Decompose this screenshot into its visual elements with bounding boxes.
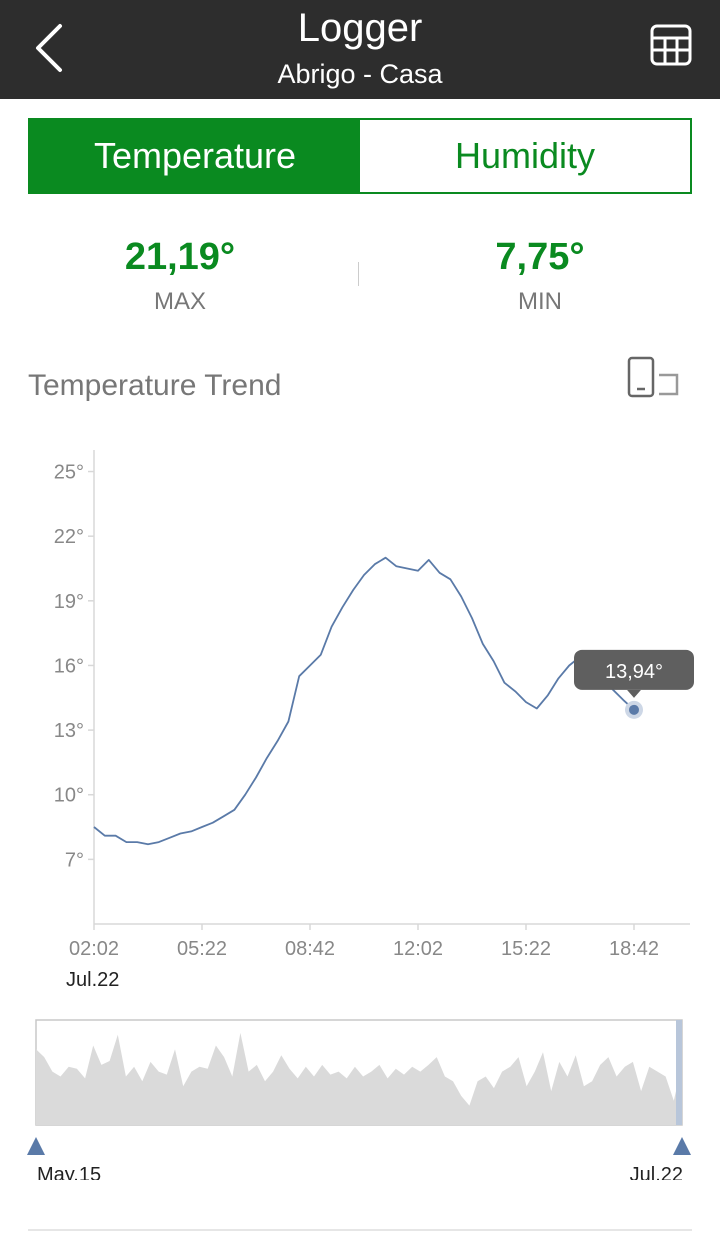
navigator-area (36, 1032, 682, 1125)
x-tick-label: 15:22 (501, 938, 551, 960)
tooltip-point[interactable] (629, 704, 639, 715)
navigator-selection[interactable] (676, 1020, 682, 1125)
min-label: MIN (518, 288, 562, 315)
tooltip-value: 13,94° (605, 661, 663, 683)
y-tick-label: 10° (54, 785, 84, 807)
tab-bar: Temperature Humidity (28, 118, 692, 194)
trend-title: Temperature Trend (28, 369, 282, 402)
min-value: 7,75° (495, 236, 585, 278)
min-stat: 7,75° MIN (390, 232, 690, 320)
temperature-chart: 25° 22° 19° 16° 13° 10° 7° 02:02 05:22 08:42 12:02… (54, 450, 694, 991)
navigator-right-handle[interactable] (673, 1137, 691, 1155)
page-subtitle: Abrigo - Casa (277, 59, 443, 89)
back-button[interactable] (28, 20, 72, 76)
y-tick-label: 25° (54, 462, 84, 484)
x-date-label: Jul.22 (66, 969, 119, 991)
x-tick-label: 12:02 (393, 938, 443, 960)
y-tick-label: 22° (54, 526, 84, 548)
max-stat: 21,19° MAX (30, 232, 330, 320)
y-tick-label: 19° (54, 591, 84, 613)
navigator-left-handle[interactable] (27, 1137, 45, 1155)
tab-temperature[interactable]: Temperature (30, 120, 360, 192)
app-header: Logger Abrigo - Casa (0, 0, 720, 99)
navigator-end-label: Jul.22 (630, 1164, 683, 1180)
y-tick-label: 16° (54, 655, 84, 677)
range-navigator[interactable]: May.15 Jul.22 (0, 1010, 720, 1180)
rotate-landscape-icon (627, 356, 679, 398)
tooltip-pointer (627, 689, 641, 698)
x-tick-label: 08:42 (285, 938, 335, 960)
temperature-series-line (93, 556, 635, 846)
page-title: Logger (297, 6, 423, 50)
tab-humidity[interactable]: Humidity (360, 120, 690, 192)
table-grid-icon (650, 24, 692, 66)
x-tick-label: 02:02 (69, 938, 119, 960)
table-view-button[interactable] (650, 24, 692, 66)
max-value: 21,19° (124, 236, 236, 278)
stat-divider (358, 262, 359, 286)
bottom-divider (28, 1229, 692, 1231)
max-label: MAX (153, 288, 206, 315)
y-tick-label: 7° (65, 849, 84, 871)
tooltip-box (574, 649, 694, 690)
y-tick-label: 13° (54, 720, 84, 742)
x-tick-label: 05:22 (177, 938, 227, 960)
rotate-screen-button[interactable] (626, 355, 682, 401)
navigator-start-label: May.15 (37, 1164, 101, 1180)
x-tick-label: 18:42 (609, 938, 659, 960)
chevron-left-icon (36, 24, 62, 72)
